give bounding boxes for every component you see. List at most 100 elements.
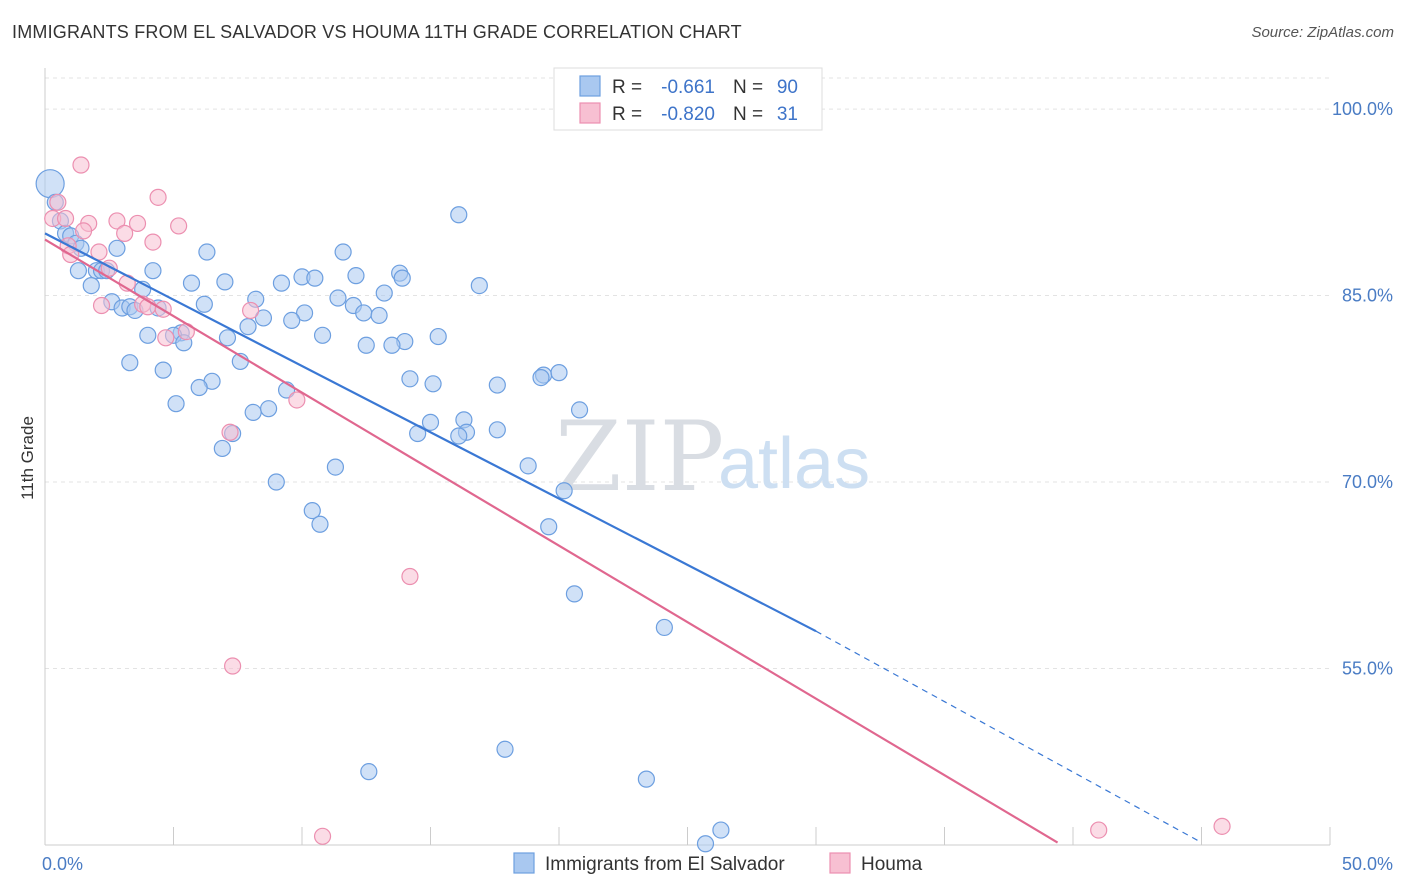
houma-point bbox=[49, 193, 67, 211]
salvador-point bbox=[424, 375, 442, 393]
salvador-point bbox=[347, 267, 365, 285]
legend-r-value: -0.661 bbox=[661, 77, 715, 98]
salvador-point bbox=[375, 284, 393, 302]
salvador-point bbox=[532, 368, 550, 387]
salvador-point bbox=[259, 400, 278, 418]
salvador-point bbox=[329, 289, 347, 307]
salvador-point bbox=[488, 376, 506, 394]
houma-point bbox=[288, 391, 306, 409]
grid-lines bbox=[45, 77, 1330, 669]
houma-point bbox=[1090, 821, 1108, 839]
houma-point bbox=[56, 209, 75, 228]
houma-point bbox=[72, 156, 90, 174]
houma-point bbox=[149, 188, 167, 206]
axes bbox=[44, 68, 1331, 846]
series-legend-label: Immigrants from El Salvador bbox=[545, 854, 785, 875]
salvador-point bbox=[326, 458, 345, 476]
salvador-point bbox=[496, 740, 514, 758]
houma-trend-line bbox=[44, 238, 1059, 844]
y-tick-label: 85.0% bbox=[1342, 286, 1393, 306]
houma-point bbox=[144, 233, 162, 251]
salvador-point bbox=[283, 311, 301, 330]
salvador-point bbox=[555, 482, 573, 500]
salvador-point bbox=[254, 309, 273, 327]
salvador-point bbox=[167, 395, 185, 413]
salvador-point bbox=[213, 439, 231, 458]
houma-point bbox=[108, 212, 126, 230]
salvador-point bbox=[565, 585, 584, 603]
salvador-point bbox=[357, 336, 375, 354]
salvador-point bbox=[370, 306, 388, 325]
salvador-point bbox=[303, 502, 321, 520]
legend-r-value: -0.820 bbox=[661, 104, 715, 125]
houma-point bbox=[170, 217, 188, 235]
salvador-point bbox=[272, 274, 291, 292]
houma-point bbox=[224, 657, 242, 675]
salvador-point bbox=[383, 336, 401, 354]
houma-point bbox=[401, 567, 419, 586]
salvador-point bbox=[154, 361, 172, 379]
salvador-point bbox=[429, 327, 447, 346]
salvador-point bbox=[696, 835, 715, 853]
salvador-point bbox=[540, 518, 558, 536]
houma-point bbox=[157, 329, 175, 347]
watermark: ZIP atlas bbox=[555, 401, 870, 513]
salvador-point bbox=[488, 421, 506, 439]
salvador-point bbox=[121, 354, 139, 372]
salvador-point bbox=[712, 821, 730, 839]
salvador-point bbox=[216, 273, 234, 291]
salvador-point bbox=[82, 276, 100, 295]
series-legend: Immigrants from El Salvador Houma bbox=[513, 852, 923, 875]
y-tick-labels: 100.0% 85.0% 70.0% 55.0% bbox=[1332, 99, 1393, 678]
chart-source: Source: ZipAtlas.com bbox=[1251, 24, 1394, 41]
x-tick-label: 50.0% bbox=[1342, 854, 1393, 874]
salvador-point bbox=[470, 276, 488, 295]
houma-point bbox=[116, 224, 134, 242]
houma-point bbox=[74, 222, 93, 240]
salvador-trend-line bbox=[44, 232, 817, 633]
y-tick-label: 100.0% bbox=[1332, 99, 1393, 119]
legend-swatch bbox=[579, 75, 601, 97]
salvador-point bbox=[190, 378, 208, 397]
legend-n-label: N = bbox=[733, 104, 763, 125]
x-tick-labels: 0.0% 50.0% bbox=[42, 854, 1393, 874]
watermark-atlas: atlas bbox=[718, 424, 870, 504]
salvador-point bbox=[421, 413, 440, 431]
salvador-point bbox=[182, 274, 201, 292]
salvador-point bbox=[108, 239, 126, 257]
houma-point bbox=[128, 214, 147, 233]
legend-r-label: R = bbox=[612, 104, 642, 125]
salvador-point bbox=[218, 329, 237, 347]
salvador-point bbox=[306, 269, 324, 287]
legend-r-label: R = bbox=[612, 77, 642, 98]
x-tick-label: 0.0% bbox=[42, 854, 83, 874]
salvador-point bbox=[195, 295, 213, 313]
salvador-point bbox=[450, 206, 468, 224]
salvador-point bbox=[267, 473, 285, 491]
salvador-point bbox=[311, 515, 329, 533]
watermark-zip: ZIP bbox=[555, 401, 724, 513]
series-legend-swatch bbox=[513, 852, 535, 874]
legend-n-value: 90 bbox=[777, 77, 798, 98]
salvador-point bbox=[35, 169, 65, 199]
salvador-trend-extension bbox=[815, 630, 1202, 844]
y-tick-label: 70.0% bbox=[1342, 472, 1393, 492]
salvador-point bbox=[69, 262, 88, 280]
y-tick-label: 55.0% bbox=[1342, 658, 1393, 678]
houma-point bbox=[313, 827, 332, 845]
series-legend-label: Houma bbox=[861, 854, 923, 875]
salvador-point bbox=[239, 318, 257, 336]
houma-point bbox=[221, 423, 239, 441]
salvador-point bbox=[360, 763, 378, 781]
houma-point bbox=[242, 301, 260, 320]
series-legend-swatch bbox=[829, 852, 851, 874]
salvador-point bbox=[139, 326, 157, 344]
salvador-point bbox=[144, 262, 162, 280]
y-axis-title: 11th Grade bbox=[18, 416, 37, 500]
salvador-point bbox=[198, 243, 216, 261]
salvador-point bbox=[401, 370, 419, 388]
salvador-point bbox=[295, 304, 314, 322]
salvador-point bbox=[393, 269, 411, 287]
data-points bbox=[35, 156, 1231, 853]
houma-point bbox=[1213, 817, 1231, 835]
